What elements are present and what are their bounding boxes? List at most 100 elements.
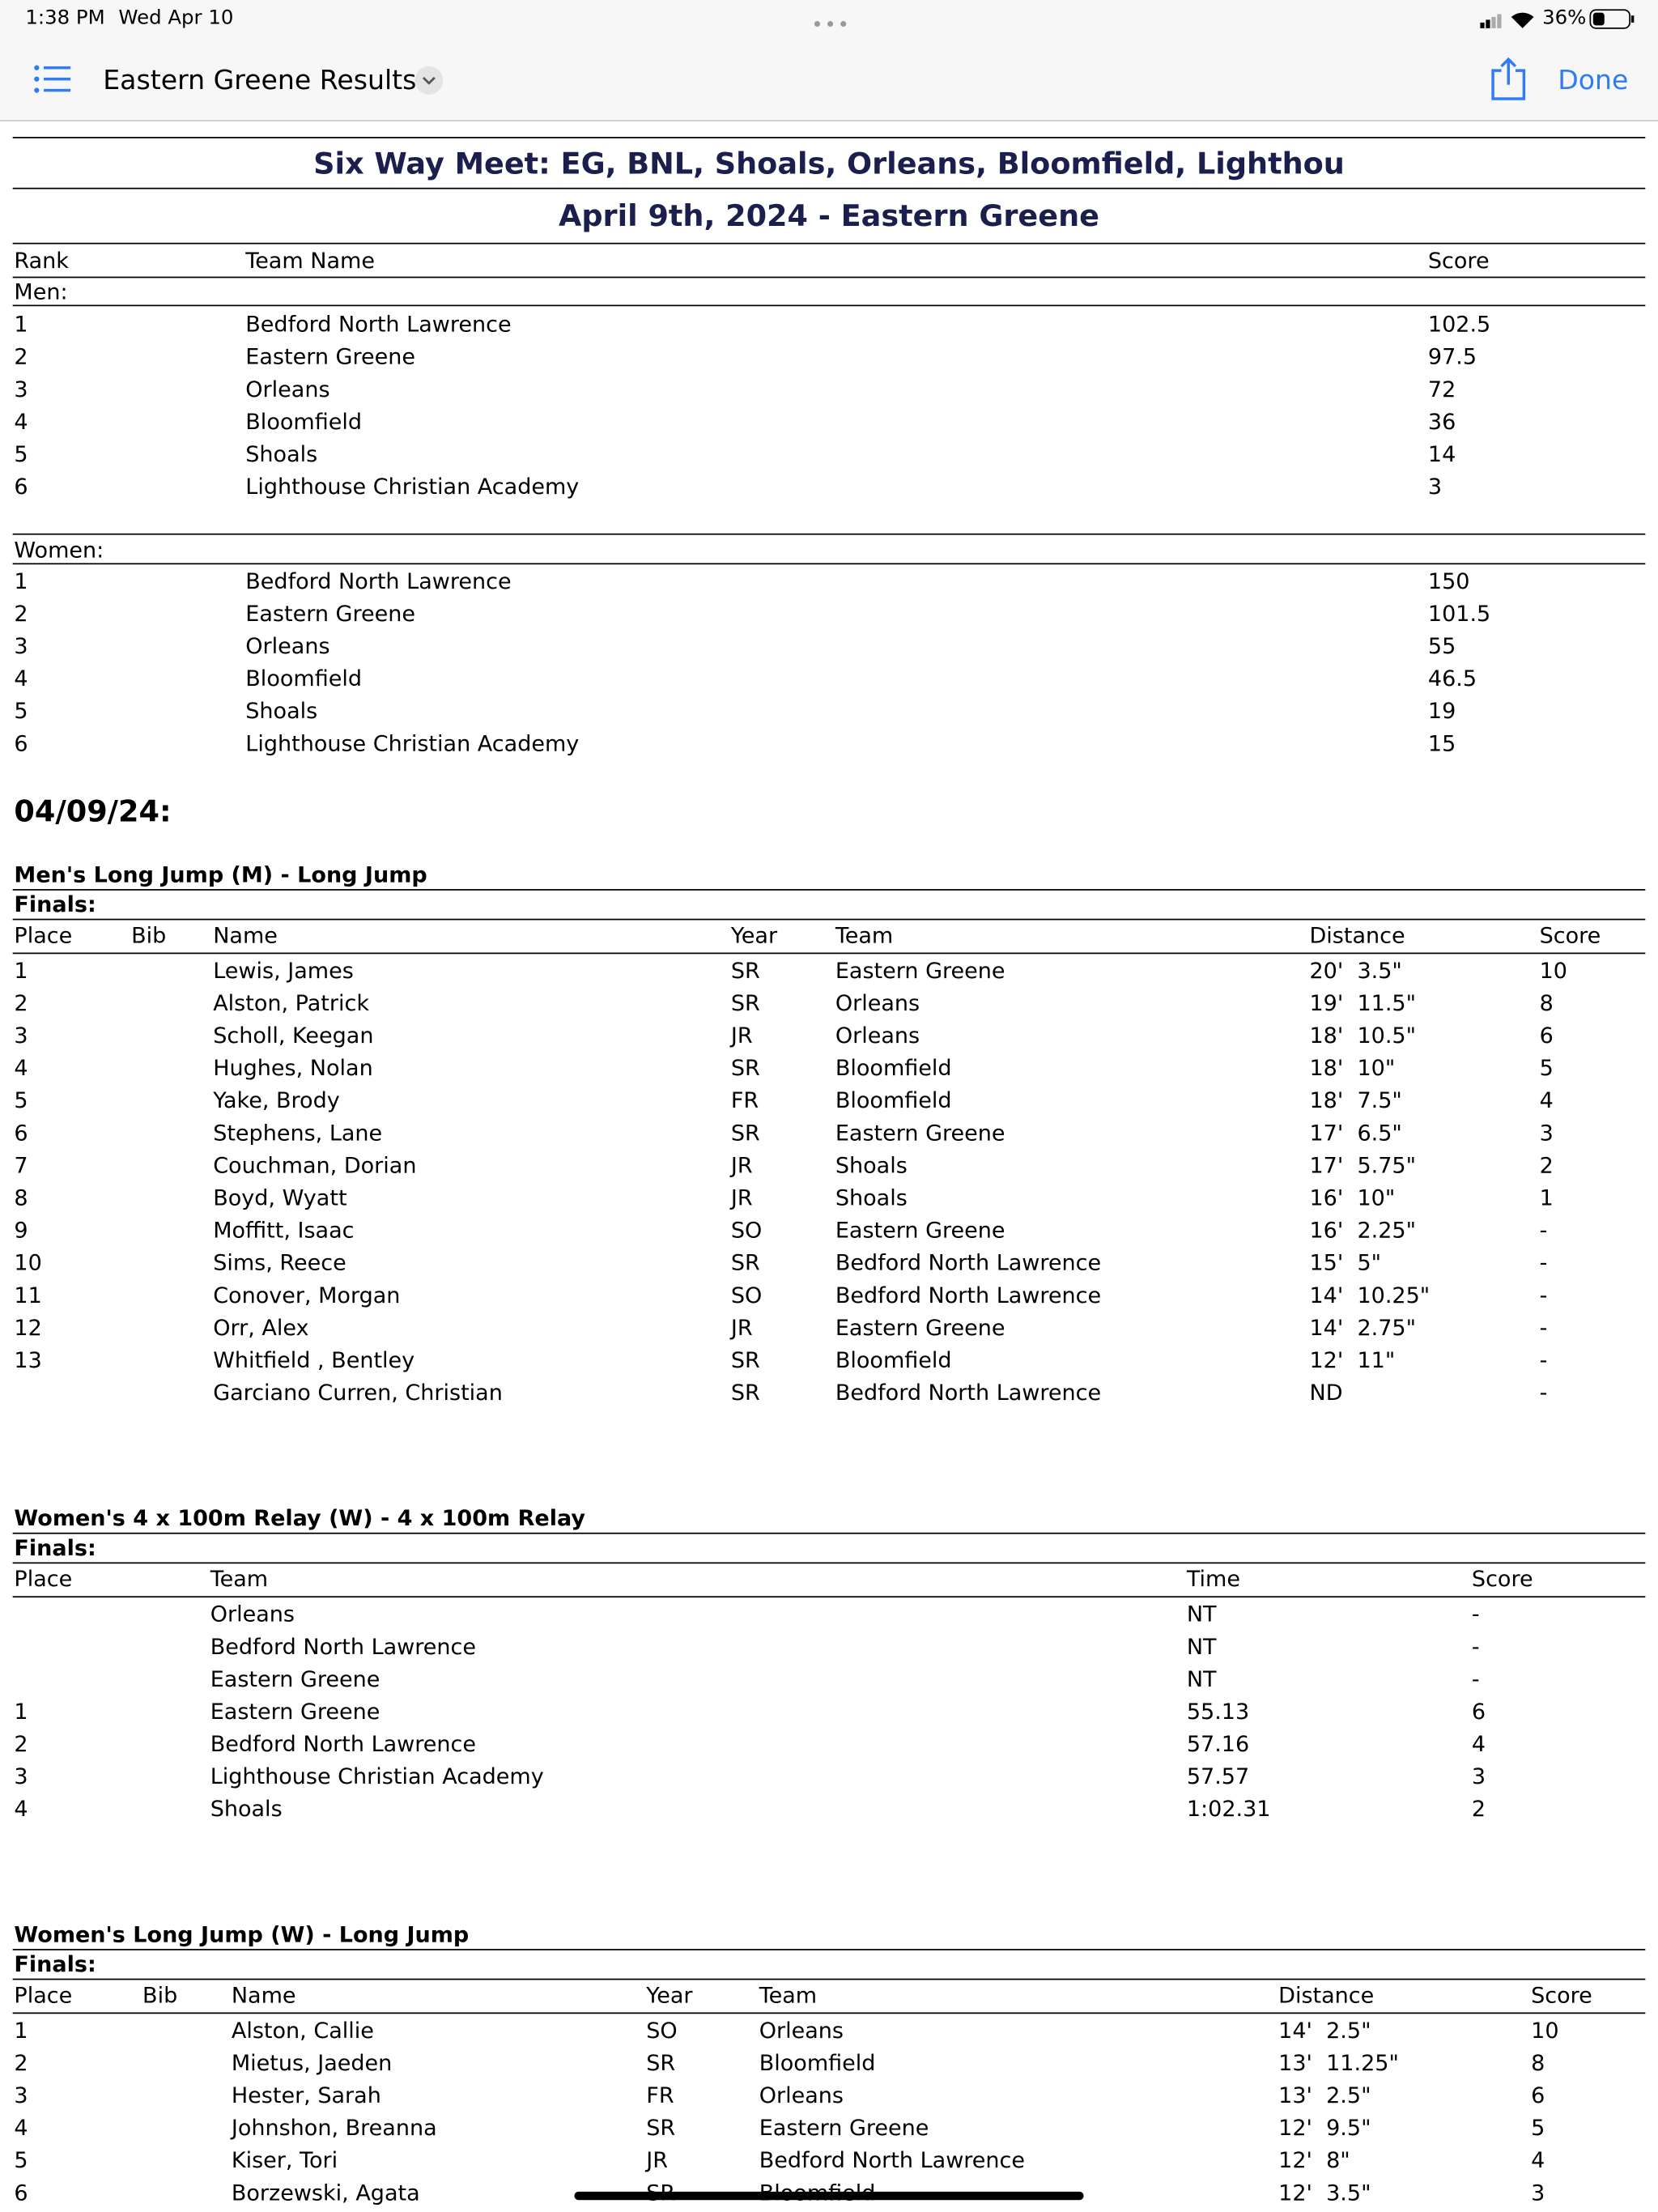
cell: 9 (14, 1218, 28, 1244)
cell: 4 (14, 666, 28, 692)
meet-date: April 9th, 2024 - Eastern Greene (559, 198, 1099, 233)
cell: 14' 2.5" (1278, 2018, 1371, 2044)
cell: 12' 8" (1278, 2147, 1350, 2174)
cell: Bloomfield (835, 1055, 952, 1082)
cell: 17' 5.75" (1309, 1153, 1417, 1179)
cell: Whitfield , Bentley (213, 1347, 415, 1373)
cell: 6 (1531, 2082, 1545, 2109)
cell: 57.57 (1186, 1763, 1250, 1790)
cell: Mietus, Jaeden (231, 2050, 393, 2076)
column-header: Score (1531, 1982, 1592, 2009)
cell: SO (646, 2018, 678, 2044)
cell: 3 (14, 1763, 28, 1790)
cell: - (1471, 1666, 1480, 1692)
cell: 3 (14, 2082, 28, 2109)
cell: 14 (1427, 441, 1456, 467)
column-header: Place (14, 1982, 73, 2009)
cell: Orleans (759, 2082, 844, 2109)
column-header: Name (213, 922, 278, 949)
cell: 2 (14, 990, 28, 1016)
round-label: Finals: (14, 1951, 96, 1977)
column-header: Team (835, 922, 894, 949)
cell: 12 (14, 1315, 42, 1341)
multitask-dots[interactable]: ••• (811, 14, 851, 37)
cell: 2 (14, 344, 28, 370)
cell: Bedford North Lawrence (245, 568, 512, 594)
cell: 15' 5" (1309, 1250, 1382, 1276)
cell: Bloomfield (759, 2050, 876, 2076)
rule (12, 1562, 1646, 1564)
cell: Orleans (835, 990, 920, 1016)
cell: Eastern Greene (210, 1666, 380, 1692)
cell: - (1539, 1250, 1548, 1276)
cell: 5 (14, 2147, 28, 2174)
cell: NT (1186, 1666, 1217, 1692)
cell: Bedford North Lawrence (210, 1634, 477, 1660)
signal-wifi (1480, 12, 1534, 28)
cell: 3 (1427, 474, 1443, 500)
battery-icon (1589, 9, 1635, 29)
section-label: Men: (14, 279, 68, 305)
cell: Boyd, Wyatt (213, 1185, 347, 1211)
cell: 18' 10.5" (1309, 1023, 1417, 1049)
cell: - (1471, 1634, 1480, 1660)
cell: 2 (1539, 1153, 1554, 1179)
cell: Orleans (835, 1023, 920, 1049)
cell: Orleans (210, 1602, 295, 1627)
rule (12, 1532, 1646, 1534)
round-label: Finals: (14, 891, 96, 917)
cell: Orleans (759, 2018, 844, 2044)
cell: Alston, Callie (231, 2018, 374, 2044)
cell: Alston, Patrick (213, 990, 370, 1016)
cell: 6 (1539, 1023, 1554, 1049)
column-header: Place (14, 922, 73, 949)
cell: Hughes, Nolan (213, 1055, 373, 1082)
cell: SR (730, 958, 760, 984)
meet-title: Six Way Meet: EG, BNL, Shoals, Orleans, … (313, 147, 1345, 181)
cell: Johnshon, Breanna (231, 2115, 437, 2142)
cell: 8 (1531, 2050, 1545, 2076)
cell: 6 (14, 730, 28, 757)
cell: Bedford North Lawrence (835, 1380, 1102, 1406)
cell: 2 (14, 2050, 28, 2076)
cell: JR (646, 2147, 669, 2174)
cell: 12' 11" (1309, 1347, 1396, 1373)
cell: Eastern Greene (245, 601, 415, 627)
cell: Eastern Greene (759, 2115, 929, 2142)
cell: SR (730, 1250, 760, 1276)
rule (12, 1949, 1646, 1950)
title-menu[interactable] (414, 65, 444, 96)
cell: 1:02.31 (1186, 1796, 1271, 1823)
rule (12, 533, 1646, 535)
column-header: Team (759, 1982, 818, 2009)
share-button[interactable] (1490, 57, 1527, 102)
cell: JR (730, 1315, 753, 1341)
cell: 7 (14, 1153, 28, 1179)
cell: SO (730, 1283, 763, 1308)
list-button[interactable] (34, 63, 74, 94)
cell: 10 (1531, 2018, 1559, 2044)
cell: 19' 11.5" (1309, 990, 1417, 1016)
cell: - (1471, 1602, 1480, 1627)
cell: Lighthouse Christian Academy (210, 1763, 544, 1790)
battery-percent: 36% (1542, 6, 1587, 30)
cell: 1 (14, 958, 28, 984)
cell: Lighthouse Christian Academy (245, 730, 580, 757)
cell: 3 (1471, 1763, 1486, 1790)
cell: 16' 2.25" (1309, 1218, 1417, 1244)
cell: Eastern Greene (835, 1120, 1005, 1146)
cell: FR (730, 1087, 759, 1114)
cell: Bedford North Lawrence (835, 1283, 1102, 1308)
cell: 6 (14, 1120, 28, 1146)
document-title[interactable]: Eastern Greene Results (103, 65, 417, 96)
cell: 16' 10" (1309, 1185, 1396, 1211)
cell: 20' 3.5" (1309, 958, 1402, 984)
cell: 4 (1471, 1731, 1486, 1758)
cell: 10 (14, 1250, 42, 1276)
column-header: Score (1539, 922, 1601, 949)
cell: 6 (14, 2180, 28, 2206)
done-button[interactable]: Done (1558, 65, 1629, 96)
event-title: Women's Long Jump (W) - Long Jump (14, 1921, 470, 1948)
cell: 5 (1539, 1055, 1554, 1082)
cell: SR (730, 990, 760, 1016)
